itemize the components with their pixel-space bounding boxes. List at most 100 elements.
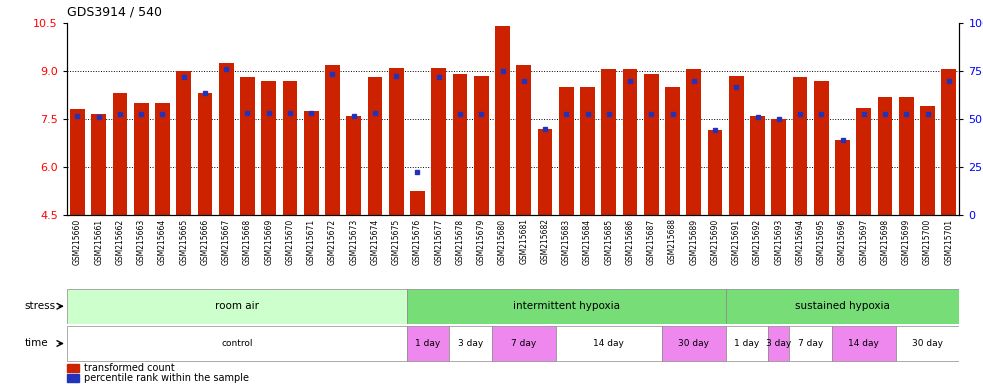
- Bar: [538, 129, 552, 215]
- Text: 1 day: 1 day: [734, 339, 760, 348]
- Text: GSM215663: GSM215663: [137, 218, 145, 265]
- FancyBboxPatch shape: [789, 326, 832, 361]
- Bar: [836, 140, 850, 215]
- Bar: [67, 374, 80, 382]
- Text: time: time: [25, 338, 48, 349]
- Text: GSM215689: GSM215689: [689, 218, 698, 265]
- Bar: [474, 76, 489, 215]
- Bar: [665, 87, 680, 215]
- Text: GSM215688: GSM215688: [668, 218, 677, 265]
- Text: 1 day: 1 day: [416, 339, 440, 348]
- Text: GSM215699: GSM215699: [901, 218, 911, 265]
- Text: GSM215677: GSM215677: [434, 218, 443, 265]
- Bar: [772, 119, 786, 215]
- Bar: [856, 108, 871, 215]
- Text: GSM215679: GSM215679: [477, 218, 486, 265]
- Text: GSM215687: GSM215687: [647, 218, 656, 265]
- Bar: [728, 76, 744, 215]
- Bar: [346, 116, 361, 215]
- Text: GSM215685: GSM215685: [605, 218, 613, 265]
- FancyBboxPatch shape: [896, 326, 959, 361]
- Bar: [558, 87, 574, 215]
- Bar: [622, 70, 637, 215]
- Bar: [580, 87, 595, 215]
- FancyBboxPatch shape: [67, 289, 407, 324]
- Text: 30 day: 30 day: [678, 339, 710, 348]
- Text: GSM215693: GSM215693: [775, 218, 783, 265]
- FancyBboxPatch shape: [662, 326, 725, 361]
- FancyBboxPatch shape: [725, 326, 768, 361]
- Text: GSM215670: GSM215670: [285, 218, 295, 265]
- Bar: [134, 103, 148, 215]
- Bar: [112, 93, 128, 215]
- Bar: [495, 26, 510, 215]
- Bar: [898, 97, 914, 215]
- Text: GSM215678: GSM215678: [455, 218, 465, 265]
- Text: GSM215697: GSM215697: [859, 218, 868, 265]
- Bar: [878, 97, 893, 215]
- Text: 30 day: 30 day: [912, 339, 943, 348]
- Text: GSM215695: GSM215695: [817, 218, 826, 265]
- Bar: [261, 81, 276, 215]
- Text: GSM215700: GSM215700: [923, 218, 932, 265]
- Text: GSM215694: GSM215694: [795, 218, 804, 265]
- Bar: [304, 111, 318, 215]
- Bar: [750, 116, 765, 215]
- Bar: [389, 68, 404, 215]
- Text: GSM215682: GSM215682: [541, 218, 549, 265]
- Bar: [942, 70, 956, 215]
- Text: GSM215680: GSM215680: [498, 218, 507, 265]
- FancyBboxPatch shape: [449, 326, 492, 361]
- Text: intermittent hypoxia: intermittent hypoxia: [513, 301, 619, 311]
- Bar: [176, 71, 191, 215]
- Bar: [91, 114, 106, 215]
- Bar: [67, 364, 80, 372]
- Text: 7 day: 7 day: [511, 339, 537, 348]
- Text: GSM215692: GSM215692: [753, 218, 762, 265]
- Text: GSM215681: GSM215681: [519, 218, 528, 265]
- Text: GSM215691: GSM215691: [731, 218, 741, 265]
- Text: GSM215701: GSM215701: [945, 218, 954, 265]
- Bar: [282, 81, 298, 215]
- Bar: [70, 109, 85, 215]
- Bar: [219, 63, 234, 215]
- Text: GSM215672: GSM215672: [328, 218, 337, 265]
- Text: GSM215660: GSM215660: [73, 218, 82, 265]
- Text: 3 day: 3 day: [458, 339, 484, 348]
- Text: control: control: [221, 339, 253, 348]
- Bar: [155, 103, 170, 215]
- Text: 14 day: 14 day: [594, 339, 624, 348]
- FancyBboxPatch shape: [67, 326, 407, 361]
- Bar: [686, 70, 701, 215]
- Bar: [410, 191, 425, 215]
- Text: GSM215696: GSM215696: [838, 218, 847, 265]
- Text: GSM215676: GSM215676: [413, 218, 422, 265]
- Bar: [644, 74, 659, 215]
- Text: GSM215665: GSM215665: [179, 218, 188, 265]
- Text: GSM215674: GSM215674: [371, 218, 379, 265]
- Text: GSM215668: GSM215668: [243, 218, 252, 265]
- Bar: [920, 106, 935, 215]
- Text: GSM215662: GSM215662: [115, 218, 125, 265]
- FancyBboxPatch shape: [768, 326, 789, 361]
- Text: stress: stress: [25, 301, 55, 311]
- Text: transformed count: transformed count: [85, 363, 175, 373]
- Text: GSM215683: GSM215683: [561, 218, 571, 265]
- Bar: [708, 130, 723, 215]
- Bar: [516, 65, 531, 215]
- Bar: [602, 70, 616, 215]
- Text: GSM215673: GSM215673: [349, 218, 358, 265]
- Bar: [452, 74, 468, 215]
- Text: GSM215661: GSM215661: [94, 218, 103, 265]
- Text: GSM215667: GSM215667: [222, 218, 231, 265]
- Text: sustained hypoxia: sustained hypoxia: [795, 301, 890, 311]
- Text: percentile rank within the sample: percentile rank within the sample: [85, 373, 249, 383]
- Bar: [432, 68, 446, 215]
- Text: GSM215690: GSM215690: [711, 218, 720, 265]
- Text: GSM215684: GSM215684: [583, 218, 592, 265]
- Text: GSM215666: GSM215666: [201, 218, 209, 265]
- Text: GSM215664: GSM215664: [158, 218, 167, 265]
- Bar: [814, 81, 829, 215]
- Bar: [198, 93, 212, 215]
- Text: room air: room air: [215, 301, 259, 311]
